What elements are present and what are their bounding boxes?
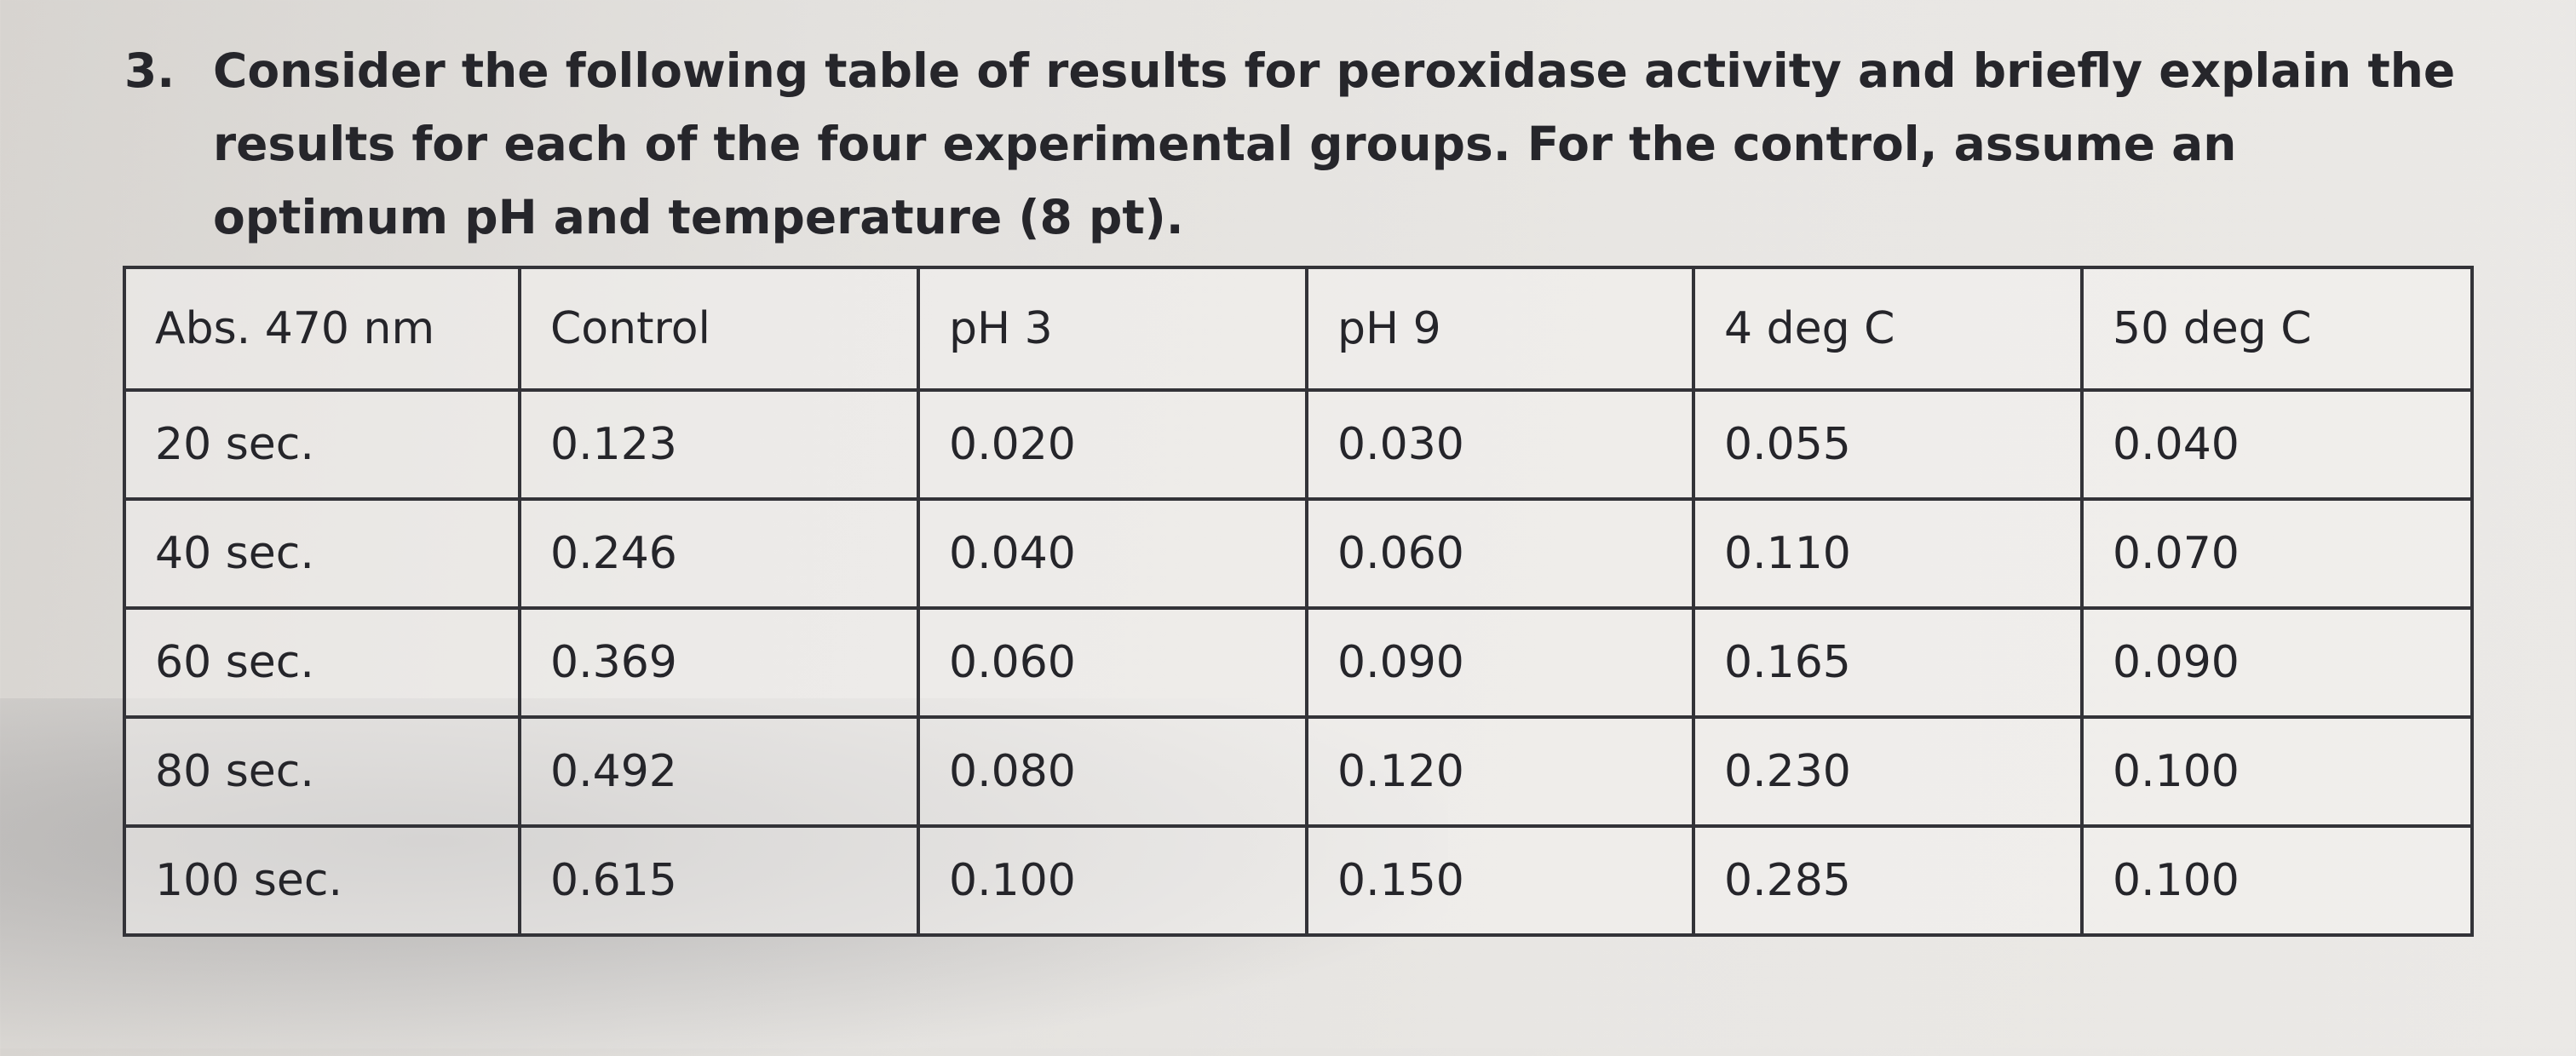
time-cell: 40 sec.: [123, 497, 521, 610]
value-cell: 0.492: [518, 715, 920, 828]
value-cell: 0.080: [917, 715, 1308, 828]
table-row: 20 sec. 0.123 0.020 0.030 0.055 0.040: [123, 388, 2474, 501]
time-cell: 60 sec.: [123, 606, 521, 719]
value-cell: 0.030: [1305, 388, 1695, 501]
value-cell: 0.110: [1692, 497, 2084, 610]
header-cell: pH 3: [917, 266, 1308, 392]
header-cell: Control: [518, 266, 920, 392]
header-cell: 50 deg C: [2080, 266, 2474, 392]
question-number: 3.: [124, 43, 175, 98]
time-cell: 20 sec.: [123, 388, 521, 501]
question-text: Consider the following table of results …: [213, 43, 2456, 244]
value-cell: 0.020: [917, 388, 1308, 501]
table-row: 100 sec. 0.615 0.100 0.150 0.285 0.100: [123, 824, 2474, 937]
value-cell: 0.100: [917, 824, 1308, 937]
header-cell: pH 9: [1305, 266, 1695, 392]
table-row: 80 sec. 0.492 0.080 0.120 0.230 0.100: [123, 715, 2474, 828]
time-cell: 100 sec.: [123, 824, 521, 937]
value-cell: 0.150: [1305, 824, 1695, 937]
table-row: 40 sec. 0.246 0.040 0.060 0.110 0.070: [123, 497, 2474, 610]
value-cell: 0.100: [2080, 715, 2474, 828]
value-cell: 0.040: [917, 497, 1308, 610]
header-cell: Abs. 470 nm: [123, 266, 521, 392]
value-cell: 0.123: [518, 388, 920, 501]
value-cell: 0.100: [2080, 824, 2474, 937]
value-cell: 0.120: [1305, 715, 1695, 828]
header-cell: 4 deg C: [1692, 266, 2084, 392]
time-cell: 80 sec.: [123, 715, 521, 828]
table-row: 60 sec. 0.369 0.060 0.090 0.165 0.090: [123, 606, 2474, 719]
table-header-row: Abs. 470 nm Control pH 3 pH 9 4 deg C 50…: [123, 266, 2474, 392]
value-cell: 0.070: [2080, 497, 2474, 610]
results-table: Abs. 470 nm Control pH 3 pH 9 4 deg C 50…: [123, 266, 2474, 937]
value-cell: 0.246: [518, 497, 920, 610]
value-cell: 0.060: [1305, 497, 1695, 610]
value-cell: 0.040: [2080, 388, 2474, 501]
value-cell: 0.230: [1692, 715, 2084, 828]
value-cell: 0.060: [917, 606, 1308, 719]
value-cell: 0.165: [1692, 606, 2084, 719]
value-cell: 0.090: [2080, 606, 2474, 719]
value-cell: 0.615: [518, 824, 920, 937]
question-block: 3. Consider the following table of resul…: [124, 34, 2475, 254]
value-cell: 0.285: [1692, 824, 2084, 937]
value-cell: 0.369: [518, 606, 920, 719]
value-cell: 0.090: [1305, 606, 1695, 719]
value-cell: 0.055: [1692, 388, 2084, 501]
